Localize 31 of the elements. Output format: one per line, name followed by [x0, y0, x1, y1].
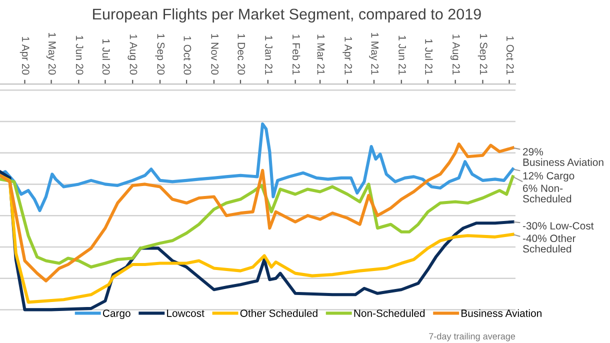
x-tick-label: 1 Sep 20 [155, 34, 165, 75]
x-tick-label: 1 Nov 20 [211, 34, 219, 75]
x-tick-label: 1 Jun 21 [398, 36, 406, 74]
text: 7-day trailing average [429, 332, 516, 342]
x-tick-label: 1 Mar 21 [317, 34, 325, 74]
x-tick-label: 1 Jan 21 [265, 36, 272, 74]
annotation: 29% Business Aviation [523, 148, 604, 166]
x-tick-label: 1 May 20 [46, 32, 56, 75]
x-tick-label: 1 Jul 20 [102, 39, 110, 75]
x-tick-label: 1 May 21 [369, 32, 379, 74]
annotation: 6% Non- Scheduled [522, 184, 572, 202]
x-tick-label: 1 Feb 21 [292, 34, 300, 75]
legend-label: Other Scheduled [240, 309, 318, 317]
x-tick-label: 1 Jun 20 [76, 36, 84, 75]
legend-label: Business Aviation [462, 309, 542, 317]
x-tick-label: 1 Oct 20 [184, 36, 192, 75]
legend-label: Non-Scheduled [354, 309, 425, 317]
annotation: -40% Other Scheduled [522, 234, 576, 253]
x-tick-label: 1 Apr 20 [20, 37, 30, 75]
x-tick-label: 1 Dec 20 [238, 34, 246, 75]
legend-label: Lowcost [167, 310, 204, 317]
x-tick-label: 1 Apr 21 [342, 37, 352, 74]
annotation: 12% Cargo [523, 172, 574, 182]
x-tick-label: 1 Aug 20 [128, 34, 138, 75]
x-tick-label: 1 Oct 21 [506, 36, 514, 74]
x-tick-label: 1 Sep 21 [478, 34, 488, 74]
x-tick-label: 1 Aug 21 [450, 34, 460, 74]
legend-label: Cargo [102, 310, 130, 320]
chart-title: European Flights per Market Segment, compared to 2019 [93, 8, 481, 23]
x-tick-label: 1 Jul 21 [425, 39, 433, 74]
annotation: -30% Low-Cost [522, 222, 594, 230]
